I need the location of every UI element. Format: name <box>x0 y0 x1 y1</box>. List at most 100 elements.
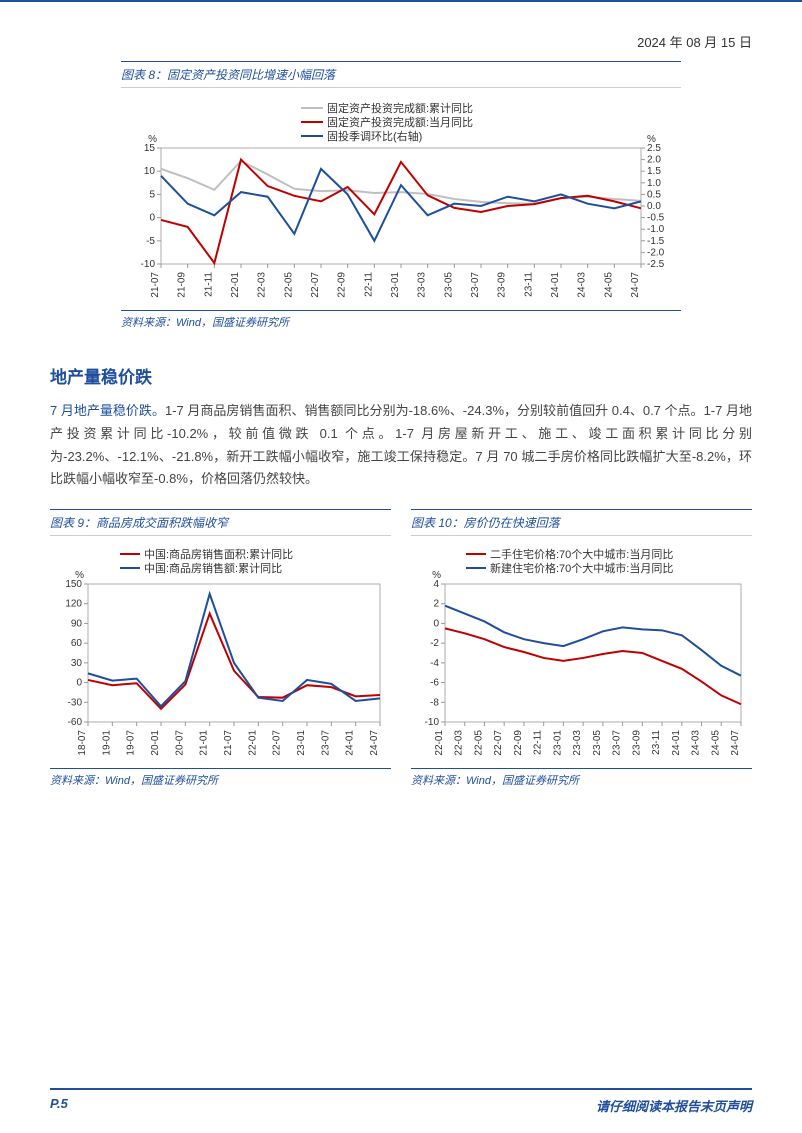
svg-text:新建住宅价格:70个大中城市:当月同比: 新建住宅价格:70个大中城市:当月同比 <box>490 561 673 575</box>
chart9-title: 图表 9：商品房成交面积跌幅收窄 <box>50 509 391 536</box>
svg-text:0: 0 <box>149 213 155 224</box>
svg-text:%: % <box>432 570 441 581</box>
svg-text:23-11: 23-11 <box>523 272 534 297</box>
svg-text:60: 60 <box>71 638 83 649</box>
svg-text:90: 90 <box>71 618 83 629</box>
svg-text:22-03: 22-03 <box>454 730 465 756</box>
svg-text:0.5: 0.5 <box>647 189 661 200</box>
svg-text:-1.5: -1.5 <box>647 236 665 247</box>
page-number: P.5 <box>50 1096 68 1115</box>
svg-text:23-07: 23-07 <box>320 730 331 756</box>
svg-text:中国:商品房销售面积:累计同比: 中国:商品房销售面积:累计同比 <box>144 547 293 561</box>
svg-text:23-01: 23-01 <box>296 730 307 756</box>
chart8-title: 图表 8：固定资产投资同比增速小幅回落 <box>121 61 681 88</box>
svg-text:24-07: 24-07 <box>630 272 641 298</box>
svg-text:-10: -10 <box>141 259 156 270</box>
svg-text:22-01: 22-01 <box>230 272 241 298</box>
chart10-plot: -10-8-6-4-2024%22-0122-0322-0522-0722-09… <box>411 544 752 764</box>
chart8-container: 图表 8：固定资产投资同比增速小幅回落 -10-5051015%-2.5-2.0… <box>121 61 681 333</box>
page-footer: P.5 请仔细阅读本报告末页声明 <box>50 1088 752 1115</box>
svg-text:-6: -6 <box>430 678 439 689</box>
svg-text:-2.0: -2.0 <box>647 247 665 258</box>
svg-text:23-05: 23-05 <box>443 272 454 298</box>
section-body: 7 月地产量稳价跌。1-7 月商品房销售面积、销售额同比分别为-18.6%、-2… <box>50 400 752 491</box>
svg-text:-10: -10 <box>425 717 440 728</box>
svg-text:1.0: 1.0 <box>647 178 661 189</box>
svg-text:23-07: 23-07 <box>612 730 623 756</box>
svg-text:22-05: 22-05 <box>473 730 484 756</box>
svg-text:固投季调环比(右轴): 固投季调环比(右轴) <box>327 129 422 143</box>
svg-text:二手住宅价格:70个大中城市:当月同比: 二手住宅价格:70个大中城市:当月同比 <box>490 547 673 561</box>
svg-text:24-03: 24-03 <box>691 730 702 756</box>
svg-text:1.5: 1.5 <box>647 166 661 177</box>
svg-text:30: 30 <box>71 658 83 669</box>
svg-text:22-05: 22-05 <box>283 272 294 298</box>
svg-text:20-07: 20-07 <box>174 730 185 756</box>
chart10-source: 资料来源：Wind，国盛证券研究所 <box>411 768 752 791</box>
chart9-container: 图表 9：商品房成交面积跌幅收窄 -60-300306090120150%18-… <box>50 509 391 791</box>
svg-text:21-07: 21-07 <box>150 272 161 298</box>
svg-text:22-01: 22-01 <box>434 730 445 756</box>
svg-text:-60: -60 <box>68 717 83 728</box>
footer-disclaimer: 请仔细阅读本报告末页声明 <box>596 1096 752 1115</box>
svg-text:23-01: 23-01 <box>390 272 401 298</box>
svg-text:23-09: 23-09 <box>497 272 508 298</box>
svg-text:-2.5: -2.5 <box>647 259 665 270</box>
section-title: 地产量稳价跌 <box>50 363 752 388</box>
svg-text:23-03: 23-03 <box>417 272 428 298</box>
svg-text:-5: -5 <box>146 236 155 247</box>
svg-text:5: 5 <box>149 189 155 200</box>
svg-text:24-01: 24-01 <box>550 272 561 298</box>
chart10-title: 图表 10：房价仍在快速回落 <box>411 509 752 536</box>
chart8-source: 资料来源：Wind，国盛证券研究所 <box>121 310 681 333</box>
svg-text:21-07: 21-07 <box>223 730 234 756</box>
svg-text:2.0: 2.0 <box>647 155 661 166</box>
svg-text:24-05: 24-05 <box>710 730 721 756</box>
svg-text:-0.5: -0.5 <box>647 213 665 224</box>
svg-text:10: 10 <box>144 166 156 177</box>
svg-text:24-03: 24-03 <box>577 272 588 298</box>
svg-text:0: 0 <box>433 618 439 629</box>
chart10-container: 图表 10：房价仍在快速回落 -10-8-6-4-2024%22-0122-03… <box>411 509 752 791</box>
svg-text:23-03: 23-03 <box>572 730 583 756</box>
svg-text:19-07: 19-07 <box>126 730 137 756</box>
svg-text:22-09: 22-09 <box>513 730 524 756</box>
svg-text:22-07: 22-07 <box>493 730 504 756</box>
svg-text:23-09: 23-09 <box>631 730 642 756</box>
svg-text:20-01: 20-01 <box>150 730 161 756</box>
svg-text:22-11: 22-11 <box>533 730 544 755</box>
svg-text:23-01: 23-01 <box>552 730 563 756</box>
svg-text:固定资产投资完成额:累计同比: 固定资产投资完成额:累计同比 <box>327 101 473 115</box>
svg-text:22-07: 22-07 <box>310 272 321 298</box>
svg-text:24-07: 24-07 <box>730 730 741 756</box>
svg-text:中国:商品房销售额:累计同比: 中国:商品房销售额:累计同比 <box>144 561 282 575</box>
svg-text:%: % <box>148 134 157 145</box>
svg-text:-2: -2 <box>430 638 439 649</box>
svg-text:21-01: 21-01 <box>199 730 210 756</box>
svg-text:24-05: 24-05 <box>603 272 614 298</box>
svg-text:21-11: 21-11 <box>203 272 214 297</box>
svg-text:24-01: 24-01 <box>671 730 682 756</box>
svg-text:18-07: 18-07 <box>77 730 88 756</box>
svg-text:23-07: 23-07 <box>470 272 481 298</box>
svg-text:22-03: 22-03 <box>257 272 268 298</box>
svg-text:0: 0 <box>76 678 82 689</box>
svg-text:2: 2 <box>433 599 439 610</box>
svg-text:-8: -8 <box>430 697 439 708</box>
page-date: 2024 年 08 月 15 日 <box>50 32 752 51</box>
svg-text:-30: -30 <box>68 697 83 708</box>
svg-text:22-09: 22-09 <box>337 272 348 298</box>
svg-text:-4: -4 <box>430 658 439 669</box>
svg-text:23-11: 23-11 <box>651 730 662 755</box>
svg-text:22-11: 22-11 <box>363 272 374 297</box>
svg-text:固定资产投资完成额:当月同比: 固定资产投资完成额:当月同比 <box>327 115 473 129</box>
chart9-plot: -60-300306090120150%18-0719-0119-0720-01… <box>50 544 391 764</box>
svg-text:120: 120 <box>65 599 82 610</box>
svg-text:%: % <box>647 134 656 145</box>
svg-text:22-01: 22-01 <box>247 730 258 756</box>
svg-text:%: % <box>75 570 84 581</box>
svg-text:22-07: 22-07 <box>272 730 283 756</box>
svg-text:24-07: 24-07 <box>369 730 380 756</box>
svg-text:24-01: 24-01 <box>345 730 356 756</box>
svg-text:19-01: 19-01 <box>101 730 112 756</box>
